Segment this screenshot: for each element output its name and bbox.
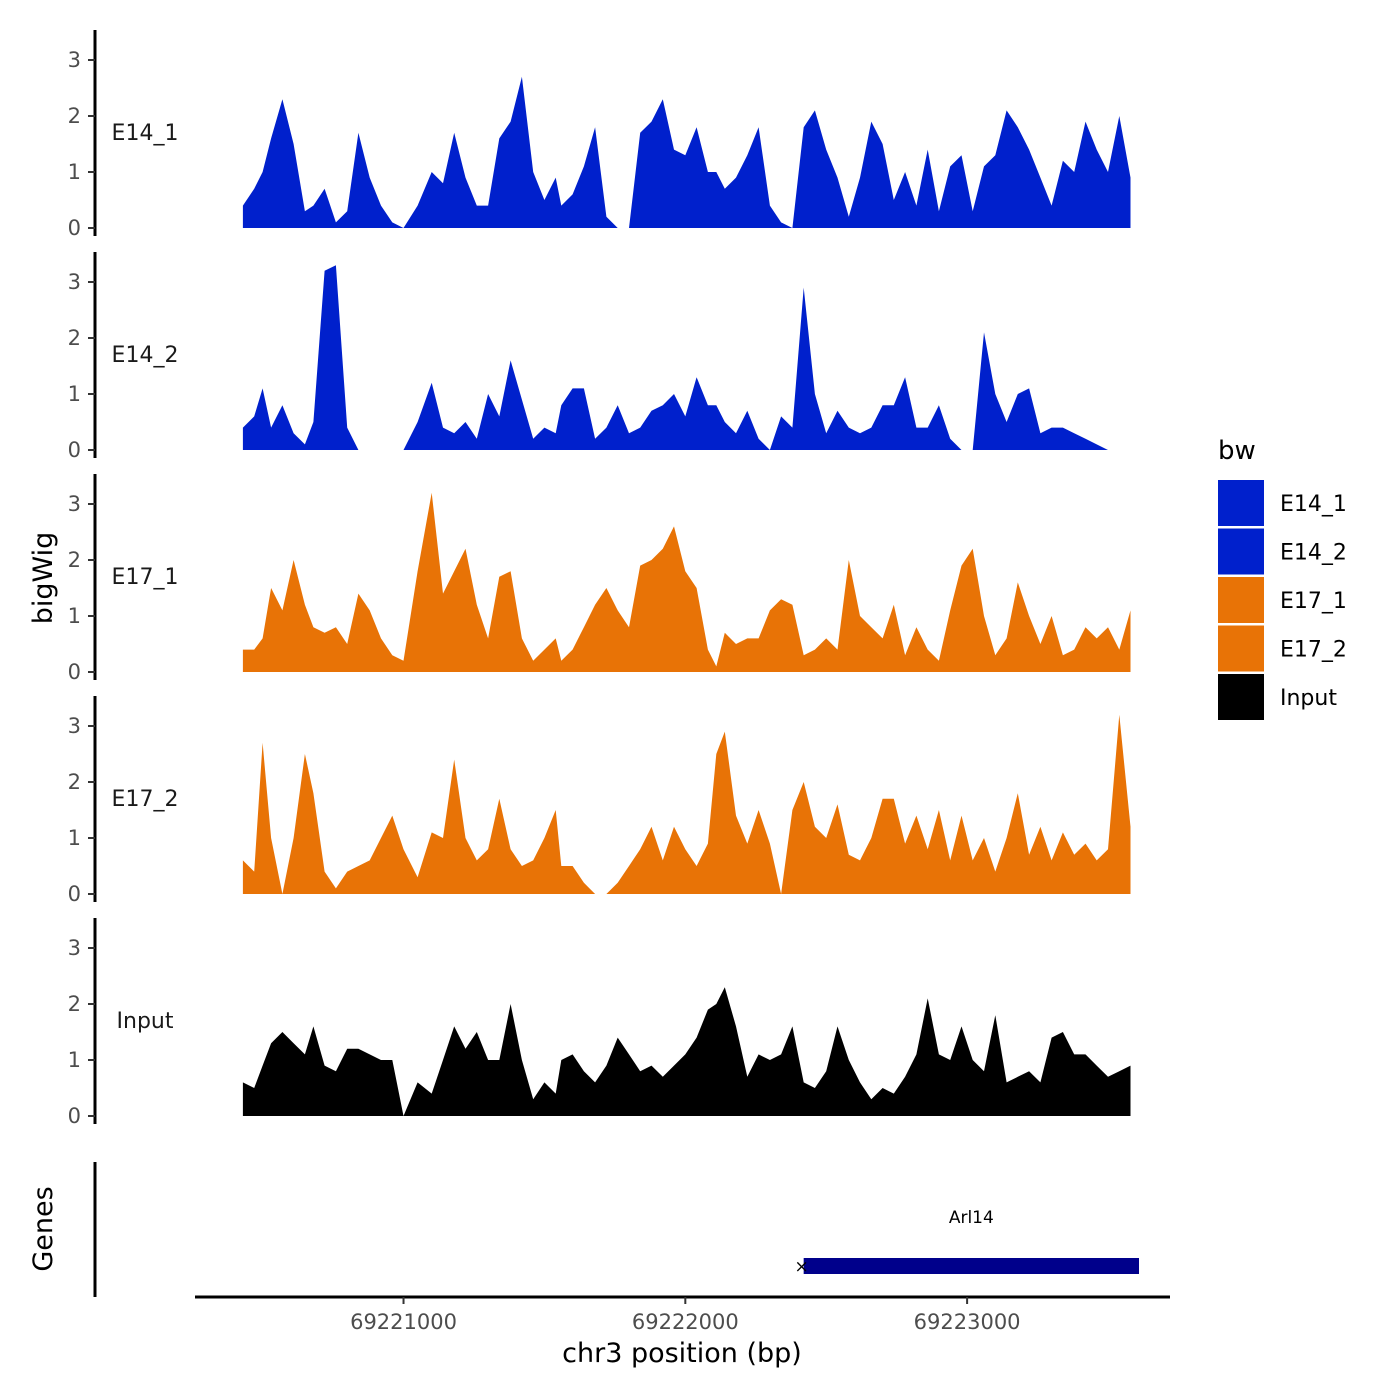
y-tick-label: 2 [68,770,81,794]
y-tick-label: 3 [68,270,81,294]
y-axis-title: bigWig [28,532,59,625]
y-tick-label: 1 [68,1048,81,1072]
legend-swatch-Input [1218,674,1264,720]
track-label-E14_2: E14_2 [112,343,179,368]
legend-swatch-E17_2 [1218,625,1264,672]
signal-area-Input [242,987,1131,1116]
y-tick-label: 0 [68,216,81,240]
x-axis-title: chr3 position (bp) [562,1338,802,1369]
track-label-E17_2: E17_2 [112,787,179,812]
track-E14_1: 0 1 2 3 E14_1 [68,30,1131,240]
y-tick-label: 1 [68,382,81,406]
y-tick-label: 0 [68,438,81,462]
track-Input: 0 1 2 3 Input [68,918,1131,1128]
genes-panel-title: Genes [28,1186,59,1271]
y-tick-label: 3 [68,714,81,738]
track-label-E14_1: E14_1 [112,121,179,146]
legend-swatch-E17_1 [1218,577,1264,623]
bigwig-tracks: 0 1 2 3 E14_1 0 1 2 3 E14_2 0 1 2 3 E17_1 0 1 2 3 E17_2 0 1 2 3… [68,30,1131,1128]
y-tick-label: 2 [68,548,81,572]
y-tick-label: 2 [68,992,81,1016]
x-tick-label: 69222000 [632,1310,739,1334]
legend: bw E14_1 E14_2 E17_1 E17_2 Input [1218,436,1347,720]
gene-label-Arl14: Arl14 [949,1208,994,1228]
y-tick-label: 3 [68,936,81,960]
legend-label-Input: Input [1280,686,1337,711]
y-tick-label: 0 [68,660,81,684]
x-tick-label: 69223000 [914,1310,1021,1334]
y-tick-label: 2 [68,326,81,350]
track-E17_1: 0 1 2 3 E17_1 [68,474,1131,684]
legend-label-E14_1: E14_1 [1280,492,1347,517]
legend-swatch-E14_1 [1218,480,1264,526]
signal-area-E17_2 [242,714,1131,894]
legend-swatch-E14_2 [1218,528,1264,575]
legend-label-E14_2: E14_2 [1280,541,1347,566]
y-tick-label: 1 [68,826,81,850]
x-axis: 69221000 69222000 69223000 chr3 position (… [195,1295,1170,1369]
y-tick-label: 0 [68,1104,81,1128]
gene-body-Arl14 [803,1258,1140,1274]
signal-area-E17_1 [242,492,1131,672]
y-tick-label: 3 [68,48,81,72]
legend-label-E17_1: E17_1 [1280,589,1347,614]
signal-area-E14_1 [242,76,1131,228]
track-label-Input: Input [117,1009,174,1034]
gene-start-marker: × [795,1257,809,1277]
y-tick-label: 1 [68,160,81,184]
y-tick-label: 0 [68,882,81,906]
signal-area-E14_2 [242,265,1131,450]
y-tick-label: 3 [68,492,81,516]
track-E17_2: 0 1 2 3 E17_2 [68,696,1131,906]
legend-label-E17_2: E17_2 [1280,638,1347,663]
track-label-E17_1: E17_1 [112,565,179,590]
legend-title: bw [1218,436,1256,466]
y-tick-label: 1 [68,604,81,628]
x-ticks: 69221000 69222000 69223000 [350,1297,1021,1334]
x-tick-label: 69221000 [350,1310,457,1334]
y-tick-label: 2 [68,104,81,128]
legend-items: E14_1 E14_2 E17_1 E17_2 Input [1218,480,1347,720]
gene-marks: × Arl14 [795,1208,1140,1277]
genes-panel: Genes × Arl14 [28,1162,1140,1297]
track-E14_2: 0 1 2 3 E14_2 [68,252,1131,462]
